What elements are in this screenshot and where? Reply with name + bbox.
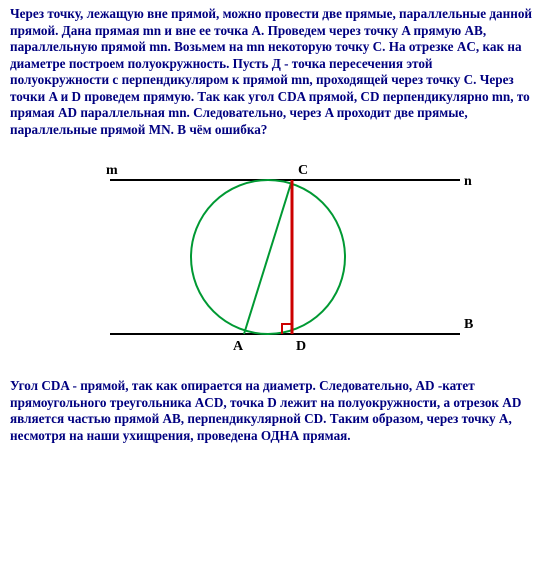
solution-text: Угол CDA - прямой, так как опирается на … xyxy=(10,378,533,444)
label-m: m xyxy=(106,163,118,178)
label-n: n xyxy=(464,174,472,189)
label-a: A xyxy=(233,339,244,354)
label-c: C xyxy=(298,163,308,178)
segment-ac xyxy=(244,180,292,334)
problem-statement: Через точку, лежащую вне прямой, можно п… xyxy=(10,6,533,138)
label-d: D xyxy=(296,339,306,354)
geometry-diagram: m n C B A D xyxy=(10,152,533,372)
label-b: B xyxy=(464,317,473,332)
